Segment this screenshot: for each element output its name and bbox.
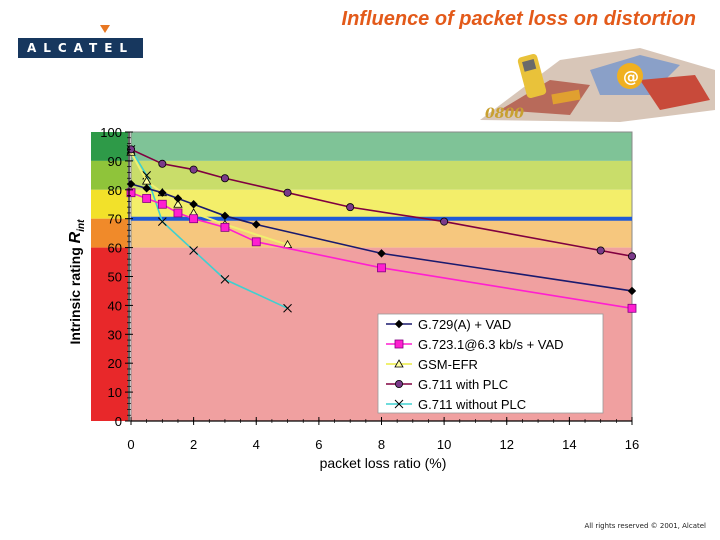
data-point bbox=[126, 188, 136, 198]
rating-band bbox=[131, 132, 632, 161]
data-point bbox=[440, 217, 449, 226]
y-tick-label: 60 bbox=[108, 241, 122, 256]
legend-item: G.729(A) + VAD bbox=[386, 317, 511, 332]
series-circle bbox=[127, 145, 637, 261]
data-point bbox=[627, 303, 637, 313]
data-point bbox=[142, 194, 152, 203]
y-tick-label: 50 bbox=[108, 270, 122, 285]
rating-band bbox=[131, 189, 632, 219]
rating-band bbox=[131, 218, 632, 248]
legend-label: GSM-EFR bbox=[418, 357, 478, 372]
data-point bbox=[220, 174, 229, 183]
x-tick-label: 16 bbox=[625, 437, 639, 452]
decorative-collage-icon: @ 0800 bbox=[480, 48, 715, 122]
legend: G.729(A) + VAD G.723.1@6.3 kb/s + VAD GSM-… bbox=[377, 313, 604, 414]
copyright-footer: All rights reserved © 2001, Alcatel bbox=[584, 522, 706, 530]
data-point bbox=[189, 214, 199, 224]
rating-strip-segment bbox=[91, 218, 128, 248]
data-point bbox=[158, 188, 167, 197]
legend-label: G.711 with PLC bbox=[418, 377, 508, 392]
rating-strip bbox=[91, 132, 128, 421]
legend-label: G.711 without PLC bbox=[418, 397, 526, 412]
rating-strip-segment bbox=[91, 160, 128, 190]
data-point bbox=[252, 220, 261, 229]
rating-strip-segment bbox=[91, 189, 128, 219]
data-point bbox=[158, 159, 167, 168]
legend-item: G.711 with PLC bbox=[386, 377, 508, 392]
series-square bbox=[126, 188, 637, 313]
legend-label: G.723.1@6.3 kb/s + VAD bbox=[418, 337, 564, 352]
data-point bbox=[220, 211, 230, 221]
data-point bbox=[377, 249, 386, 258]
data-point bbox=[346, 203, 355, 212]
y-axis-title: Intrinsic rating Rint bbox=[67, 219, 87, 345]
page-title: Influence of packet loss on distortion bbox=[341, 8, 696, 30]
y-tick-label: 90 bbox=[108, 154, 122, 169]
data-point bbox=[157, 217, 167, 226]
series-diamond bbox=[126, 179, 637, 296]
svg-text:0800: 0800 bbox=[485, 106, 524, 122]
x-axis-title: packet loss ratio (%) bbox=[320, 455, 447, 471]
data-point bbox=[173, 199, 183, 208]
legend-swatch-marker bbox=[394, 359, 404, 368]
legend-item: G.723.1@6.3 kb/s + VAD bbox=[386, 337, 564, 352]
data-point bbox=[173, 208, 183, 218]
data-point bbox=[189, 200, 198, 209]
data-point bbox=[596, 246, 605, 255]
data-point bbox=[251, 237, 261, 247]
legend-swatch-marker bbox=[394, 399, 404, 409]
axes: 0 10 20 30 40 50 60 70 80 90 100 0 2 4 6 8 10 12 14 16 bbox=[100, 125, 639, 452]
legend-swatch-marker bbox=[394, 379, 403, 388]
y-tick-label: 30 bbox=[108, 327, 122, 342]
x-tick-label: 2 bbox=[190, 437, 197, 452]
rating-strip-segment bbox=[91, 247, 128, 421]
y-tick-label: 0 bbox=[115, 414, 122, 429]
y-tick-label: 100 bbox=[100, 125, 122, 140]
x-tick-label: 14 bbox=[562, 437, 576, 452]
data-point bbox=[283, 303, 292, 313]
legend-box bbox=[377, 313, 604, 414]
data-point bbox=[377, 263, 386, 273]
x-tick-label: 8 bbox=[378, 437, 385, 452]
data-point bbox=[157, 199, 167, 209]
y-tick-label: 40 bbox=[108, 298, 122, 313]
data-point bbox=[189, 165, 198, 174]
alcatel-logo: ALCATEL bbox=[18, 20, 143, 60]
y-tick-label: 70 bbox=[108, 212, 122, 227]
data-point bbox=[283, 188, 292, 197]
rating-band bbox=[131, 160, 632, 190]
legend-item: GSM-EFR bbox=[386, 357, 478, 372]
y-axis-title-symbol: R bbox=[67, 231, 84, 243]
x-tick-label: 12 bbox=[500, 437, 514, 452]
y-axis-title-main: Intrinsic rating bbox=[67, 243, 83, 344]
data-point bbox=[142, 184, 151, 193]
y-tick-label: 20 bbox=[108, 356, 122, 371]
legend-item: G.711 without PLC bbox=[386, 397, 526, 412]
data-point bbox=[627, 286, 637, 296]
legend-swatch-marker bbox=[394, 319, 404, 329]
data-point bbox=[189, 246, 198, 255]
logo-triangle-icon bbox=[100, 25, 110, 33]
x-tick-label: 0 bbox=[127, 437, 134, 452]
data-point bbox=[628, 252, 637, 261]
data-point bbox=[173, 194, 183, 203]
y-axis-title-subscript: int bbox=[76, 219, 87, 232]
legend-swatch-marker bbox=[394, 339, 404, 349]
y-tick-label: 10 bbox=[108, 385, 122, 400]
series-lines bbox=[126, 144, 637, 313]
series-line bbox=[130, 148, 288, 310]
data-point bbox=[220, 222, 230, 232]
x-tick-label: 6 bbox=[315, 437, 322, 452]
data-point bbox=[220, 275, 230, 284]
rating-strip-segment bbox=[91, 132, 128, 161]
y-tick-label: 80 bbox=[108, 183, 122, 198]
x-tick-label: 4 bbox=[253, 437, 260, 452]
logo-text: ALCATEL bbox=[18, 38, 143, 58]
data-point bbox=[141, 176, 152, 185]
x-tick-label: 10 bbox=[437, 437, 451, 452]
legend-label: G.729(A) + VAD bbox=[418, 317, 511, 332]
svg-text:@: @ bbox=[623, 67, 639, 86]
